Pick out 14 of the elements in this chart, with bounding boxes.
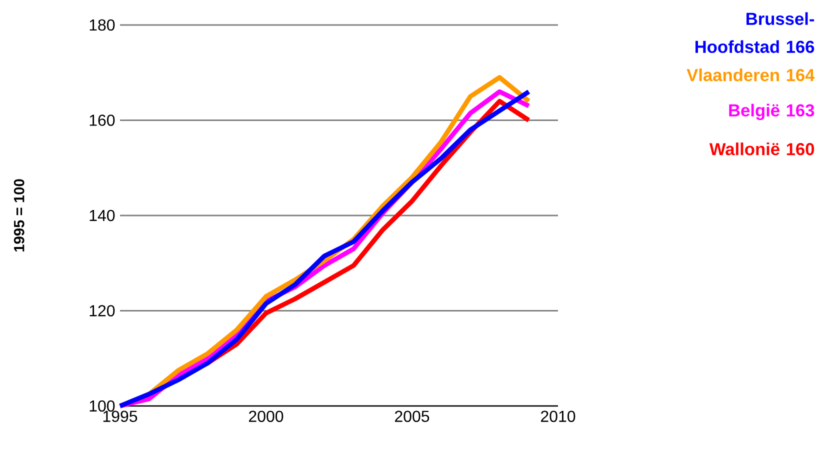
y-tick-label: 120 [90, 305, 115, 316]
x-tick-label: 1995 [103, 410, 138, 422]
y-tick-label: 140 [90, 210, 115, 222]
y-tick-label: 180 [90, 19, 115, 31]
text: Brussel-Hoofdstad 166 [695, 12, 814, 53]
x-tick-label: 2010 [540, 410, 576, 422]
text: België 163 [729, 104, 814, 120]
text: Vlaanderen 164 [686, 68, 815, 82]
y-tick-label: 100 [90, 400, 115, 412]
x-tick-label: 2005 [395, 410, 430, 422]
y-tick-label: 160 [90, 114, 115, 126]
y-axis-title: 1995 = 100 [14, 179, 24, 252]
text: Wallonië 160 [709, 142, 814, 156]
x-tick-label: 2000 [249, 410, 284, 422]
